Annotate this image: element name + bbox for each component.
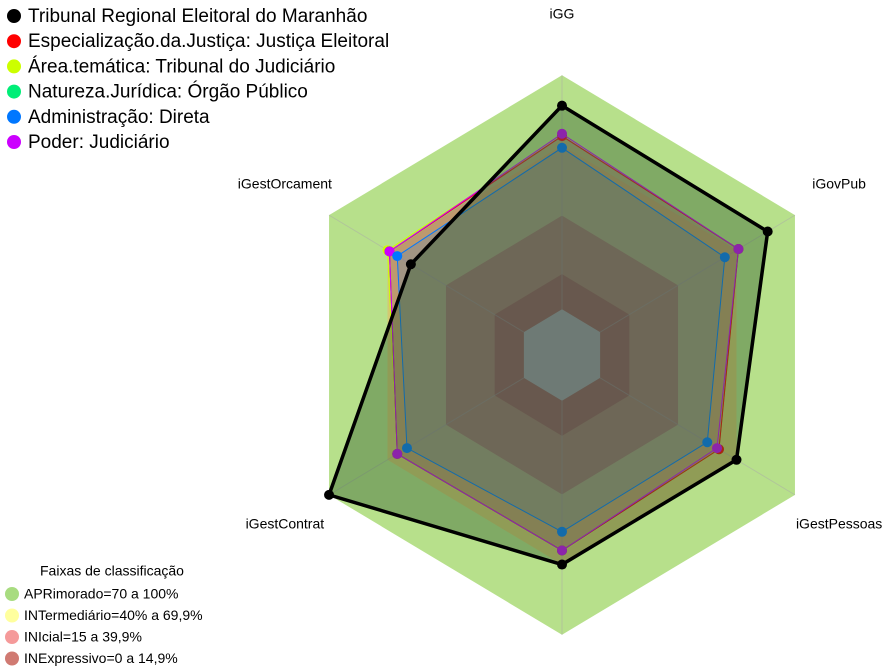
series-point bbox=[557, 142, 567, 153]
legend-label: Área.temática: Tribunal do Judiciário bbox=[28, 56, 335, 77]
series-point bbox=[324, 489, 335, 500]
axis-label: iGestOrcament bbox=[238, 176, 332, 192]
band-legend-label: APRimorado=70 a 100% bbox=[24, 586, 179, 602]
bands-title: Faixas de classificação bbox=[40, 563, 184, 579]
legend-marker bbox=[7, 135, 21, 149]
band-legend-marker bbox=[5, 587, 19, 601]
axis-label: iGestPessoas bbox=[796, 516, 882, 532]
spoke bbox=[328, 377, 525, 496]
legend-marker bbox=[7, 109, 21, 124]
series-point bbox=[557, 559, 567, 570]
legend-label: Especialização.da.Justiça: Justiça Eleit… bbox=[28, 31, 389, 52]
legend-marker bbox=[7, 34, 21, 49]
series-point bbox=[557, 128, 567, 139]
series-point bbox=[702, 437, 713, 448]
band-legend-label: INTermediário=40% a 69,9% bbox=[24, 607, 203, 623]
spoke bbox=[599, 214, 796, 333]
series-point bbox=[731, 454, 742, 465]
axis-label: iGovPub bbox=[812, 176, 866, 192]
series-point bbox=[401, 443, 412, 454]
spoke bbox=[599, 377, 796, 496]
band-legend-label: INIcial=15 a 39,9% bbox=[24, 629, 142, 645]
series-point bbox=[557, 545, 567, 556]
series-point bbox=[557, 100, 567, 111]
legend-label: Tribunal Regional Eleitoral do Maranhão bbox=[28, 6, 367, 27]
band-legend-marker bbox=[5, 630, 19, 644]
band-legend-label: INExpressivo=0 a 14,9% bbox=[24, 650, 178, 666]
legend-label: Poder: Judiciário bbox=[28, 132, 170, 153]
series-point bbox=[762, 226, 773, 237]
legend-marker bbox=[7, 84, 21, 99]
center-hole bbox=[523, 309, 601, 401]
series-point bbox=[392, 448, 403, 459]
series-point bbox=[719, 252, 730, 263]
series-point bbox=[733, 244, 744, 255]
band-legend-marker bbox=[5, 651, 19, 666]
series-point bbox=[384, 246, 395, 257]
band-legend-marker bbox=[5, 608, 19, 623]
series-point bbox=[557, 526, 567, 537]
legend-marker bbox=[7, 9, 21, 23]
legend-marker bbox=[7, 59, 21, 74]
axis-label: iGestContrat bbox=[246, 516, 325, 532]
series-point bbox=[405, 259, 416, 270]
series-point bbox=[392, 251, 403, 262]
legend-label: Administração: Direta bbox=[28, 107, 210, 128]
series-point bbox=[712, 443, 723, 454]
spoke bbox=[328, 214, 525, 333]
axis-label: iGG bbox=[550, 6, 575, 22]
legend-label: Natureza.Jurídica: Órgão Público bbox=[28, 81, 308, 103]
